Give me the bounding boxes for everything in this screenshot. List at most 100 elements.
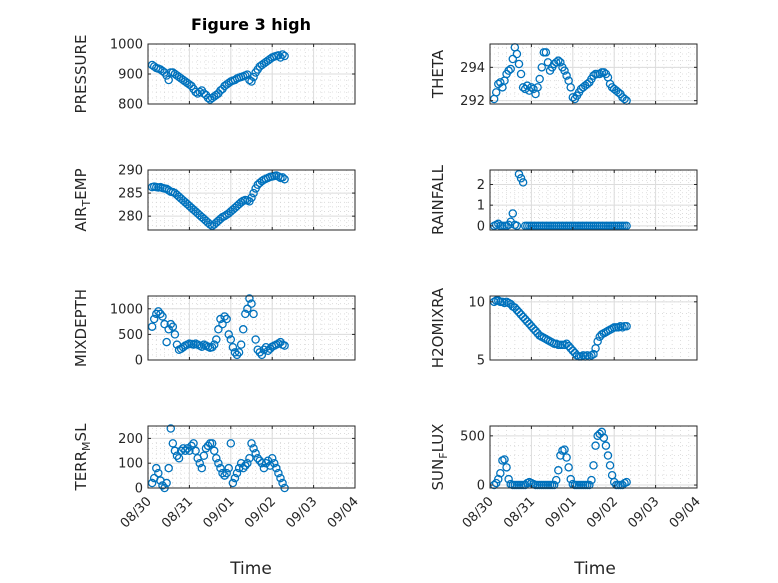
data-point — [160, 319, 169, 329]
data-point — [166, 424, 176, 433]
data-point — [529, 84, 538, 94]
data-point — [556, 58, 565, 67]
y-tick-label: 5 — [477, 354, 485, 369]
data-point — [220, 312, 229, 321]
y-tick-label: 0 — [135, 482, 143, 497]
data-point — [512, 221, 522, 231]
subplot-4: 0 1 2 RAINFALL — [429, 164, 698, 235]
data-point — [508, 209, 518, 218]
data-point — [549, 480, 559, 490]
data-point — [162, 337, 171, 347]
data-point — [222, 314, 231, 324]
tick-marks — [489, 44, 698, 104]
data-point — [500, 455, 509, 464]
data-point — [197, 342, 207, 351]
data-point — [551, 475, 561, 485]
data-point — [516, 69, 526, 79]
data-point — [228, 342, 238, 352]
y-axis-label: RAINFALL — [429, 164, 447, 235]
axes-frame — [489, 43, 698, 105]
axes-frame — [147, 425, 356, 489]
data-point — [272, 463, 281, 473]
subplot-3: 280 285 290 AIRTEMP — [72, 164, 356, 232]
data-point — [162, 478, 171, 488]
data-point — [251, 335, 260, 344]
data-point — [278, 173, 287, 182]
data-point — [164, 325, 173, 334]
data-point — [207, 342, 217, 352]
y-axis-label: PRESSURE — [72, 35, 90, 114]
data-point — [514, 59, 524, 69]
data-point — [147, 478, 157, 488]
data-point — [245, 294, 254, 303]
data-point — [199, 451, 209, 461]
data-point — [533, 83, 542, 92]
data-point — [593, 337, 602, 346]
data-point — [158, 312, 167, 321]
data-point — [496, 468, 505, 478]
data-point — [232, 468, 242, 478]
data-point — [203, 441, 213, 451]
data-point — [261, 458, 271, 468]
y-tick-label: 2 — [477, 178, 485, 193]
plot-area — [148, 426, 355, 488]
data-point — [510, 303, 520, 312]
data-point — [253, 345, 262, 355]
data-point — [599, 433, 609, 443]
data-point — [506, 64, 515, 74]
data-point — [249, 188, 258, 198]
data-point — [516, 174, 526, 183]
y-axis-label: MIXDEPTH — [72, 289, 90, 367]
y-tick-label: 292 — [460, 94, 485, 109]
data-point — [220, 471, 229, 480]
data-point — [203, 93, 213, 103]
data-point — [591, 441, 600, 450]
data-point — [178, 342, 188, 352]
data-point — [516, 310, 526, 319]
data-point — [247, 77, 256, 86]
data-point — [274, 51, 283, 60]
data-point — [562, 453, 571, 462]
data-point — [253, 453, 262, 463]
data-point — [214, 458, 223, 468]
data-point — [564, 463, 573, 472]
data-point — [554, 56, 563, 65]
data-point — [168, 439, 178, 448]
data-point — [566, 344, 575, 353]
data-point — [226, 335, 236, 344]
tick-marks — [489, 296, 698, 361]
y-tick-label: 100 — [118, 457, 143, 472]
data-point — [247, 299, 256, 308]
data-point — [587, 475, 596, 485]
data-point — [170, 330, 180, 339]
data-point — [278, 478, 287, 488]
data-point — [622, 477, 631, 487]
data-point — [531, 326, 540, 336]
plot-area — [148, 296, 355, 360]
tick-marks — [147, 43, 356, 105]
y-axis-label: TERRMSL — [72, 423, 93, 492]
data-point — [191, 87, 200, 97]
data-point — [172, 451, 182, 461]
data-point — [181, 446, 190, 456]
y-tick-label: 290 — [118, 164, 143, 179]
data-point — [259, 345, 269, 355]
data-series — [147, 294, 289, 360]
data-point — [280, 341, 289, 350]
x-axis-label-right: Time — [573, 559, 616, 579]
data-point — [585, 480, 594, 490]
y-tick-label: 200 — [118, 432, 143, 447]
data-point — [241, 309, 250, 319]
data-point — [249, 72, 258, 82]
data-point — [174, 453, 184, 463]
data-point — [236, 340, 246, 349]
axes-frame — [147, 295, 356, 361]
y-tick-label: 1000 — [110, 302, 143, 317]
data-point — [620, 94, 629, 104]
y-axis-label: H2OMIXRA — [429, 287, 447, 368]
y-axis-label: THETA — [429, 49, 447, 99]
data-point — [278, 50, 287, 59]
data-point — [230, 473, 240, 483]
y-axis-label: AIRTEMP — [72, 168, 93, 231]
data-point — [249, 444, 258, 453]
